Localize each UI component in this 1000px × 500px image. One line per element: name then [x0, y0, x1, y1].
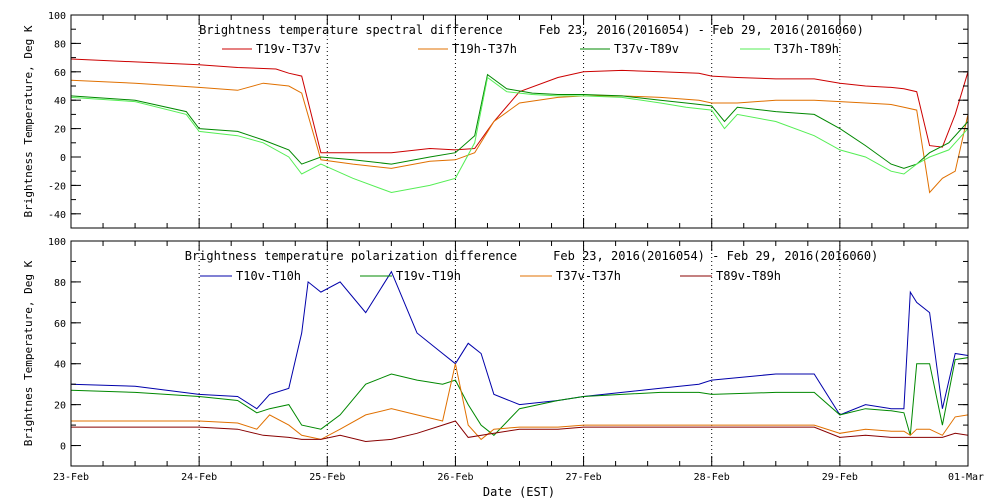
series-line-t89v-t89h: [71, 420, 969, 443]
x-tick-label: 23-Feb: [53, 472, 89, 483]
legend-label: T37v-T37h: [556, 269, 621, 283]
chart-title: Brightness temperature spectral differen…: [199, 23, 864, 37]
series-line-t10v-t10h: [70, 270, 969, 416]
x-tick-label: 29-Feb: [822, 472, 858, 483]
y-axis-label: Brightnes Temperature, Deg K: [22, 260, 35, 446]
y-tick-label: 40: [54, 360, 66, 371]
y-tick-label: 60: [54, 68, 66, 79]
legend-label: T10v-T10h: [236, 269, 301, 283]
y-tick-label: 0: [60, 153, 66, 164]
plot-frame: [70, 240, 969, 467]
legend-label: T89v-T89h: [716, 269, 781, 283]
series-line-t37h-t89h: [70, 76, 969, 194]
polarization-difference-panel: 0 20 40 60 80 100 23-Feb 24-Feb 25-Feb 26-Feb 27-F…: [22, 237, 984, 483]
y-tick-label: 80: [54, 278, 66, 289]
x-tick-label: 27-Feb: [566, 472, 602, 483]
y-tick-label: -20: [48, 181, 66, 192]
legend-label: T37h-T89h: [774, 42, 839, 56]
y-tick-label: 0: [60, 442, 66, 453]
chart-title: Brightness temperature polarization diff…: [185, 249, 879, 263]
y-tick-label: 60: [54, 319, 66, 330]
legend-label: T19v-T37v: [256, 42, 321, 56]
legend-label: T19v-T19h: [396, 269, 461, 283]
y-tick-label: 80: [54, 39, 66, 50]
series-line-t37v-t89v: [70, 73, 969, 169]
y-tick-label: 100: [48, 11, 66, 22]
series-line-t37v-t37h: [71, 363, 969, 441]
x-axis-label: Date (EST): [483, 485, 555, 499]
spectral-difference-panel: -40 -20 0 20 40 60 80 100 Brightness temperature…: [22, 11, 969, 229]
series-line-t19h-t37h: [70, 79, 969, 194]
x-tick-label: 26-Feb: [437, 472, 473, 483]
x-tick-label: 24-Feb: [181, 472, 217, 483]
x-tick-label: 01-Mar: [948, 472, 984, 483]
y-tick-label: 20: [54, 125, 66, 136]
y-axis-label: Brightness Temperature, Deg K: [22, 25, 35, 217]
y-tick-label: -40: [48, 210, 66, 221]
legend-label: T19h-T37h: [452, 42, 517, 56]
y-tick-label: 20: [54, 401, 66, 412]
x-tick-label: 28-Feb: [694, 472, 730, 483]
legend-label: T37v-T89v: [614, 42, 679, 56]
x-tick-label: 25-Feb: [309, 472, 345, 483]
y-tick-label: 40: [54, 96, 66, 107]
series-line-t19v-t19h: [70, 357, 969, 436]
series-line-t19v-t37v: [70, 58, 969, 154]
y-tick-label: 100: [48, 237, 66, 248]
